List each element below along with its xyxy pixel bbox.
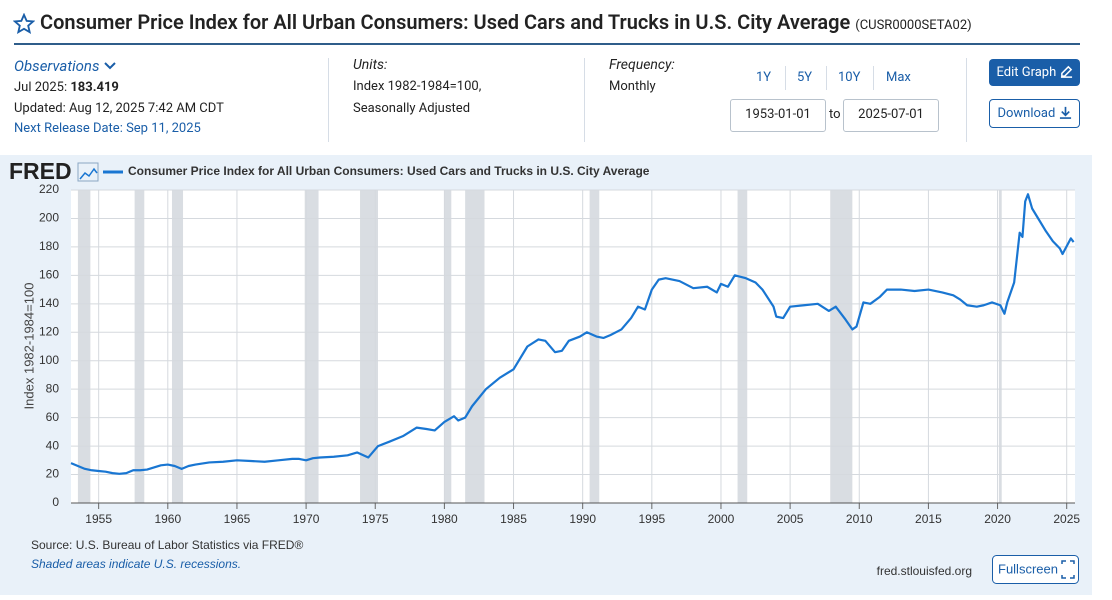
title-text: Consumer Price Index for All Urban Consu… — [40, 10, 851, 34]
units-line: Index 1982-1984=100, — [353, 79, 482, 94]
end-date-input[interactable]: 2025-07-01 — [843, 99, 939, 132]
separator — [584, 58, 585, 142]
recession-band — [444, 190, 452, 503]
fullscreen-button[interactable] — [992, 555, 1079, 584]
y-tick-label: 0 — [52, 495, 59, 509]
title: Consumer Price Index for All Urban Consu… — [40, 10, 972, 34]
obs-value: 183.419 — [70, 80, 119, 95]
separator — [826, 66, 827, 90]
y-tick-label: 80 — [46, 381, 60, 395]
y-tick-label: 40 — [46, 438, 60, 452]
source: Source: U.S. Bureau of Labor Statistics … — [31, 538, 303, 552]
recession-band — [830, 190, 853, 503]
x-tick-label: 1955 — [85, 512, 112, 526]
series-id: (CUSR0000SETA02) — [855, 18, 972, 33]
edit-graph-button[interactable]: Edit Graph — [989, 59, 1080, 86]
separator — [328, 58, 329, 142]
recession-band — [998, 190, 1002, 503]
frequency-label: Frequency: — [609, 57, 675, 73]
observations-toggle[interactable]: Observations — [14, 57, 117, 75]
series-line — [70, 193, 1075, 475]
legend-label: Consumer Price Index for All Urban Consu… — [128, 164, 650, 178]
range-button[interactable]: 10Y — [838, 70, 861, 85]
units-line: Seasonally Adjusted — [353, 101, 471, 116]
x-tick-label: 1960 — [154, 512, 181, 526]
download-label[interactable]: Download — [997, 106, 1056, 121]
latest-observation: Jul 2025: 183.419 — [14, 80, 119, 95]
favorite-star[interactable] — [13, 13, 35, 35]
chart: FRED Consumer Price Index for All Urban … — [0, 155, 1092, 595]
y-tick-label: 100 — [39, 353, 59, 367]
x-tick-label: 2000 — [708, 512, 735, 526]
x-tick-label: 2025 — [1053, 512, 1080, 526]
plot-area — [71, 190, 1075, 503]
x-tick-label: 1965 — [224, 512, 251, 526]
x-tick-label: 1975 — [362, 512, 389, 526]
x-tick-label: 2020 — [984, 512, 1011, 526]
y-tick-label: 200 — [39, 211, 59, 225]
y-tick-label: 120 — [39, 324, 59, 338]
recession-band — [465, 190, 485, 503]
separator — [873, 66, 874, 90]
recession-band — [304, 190, 319, 503]
x-tick-label: 1970 — [293, 512, 320, 526]
x-tick-label: 1990 — [569, 512, 596, 526]
y-tick-label: 220 — [39, 182, 59, 196]
x-tick-label: 1995 — [638, 512, 665, 526]
separator — [785, 66, 786, 90]
x-tick-label: 1985 — [500, 512, 527, 526]
y-axis-label: Index 1982-1984=100 — [21, 283, 36, 410]
fullscreen-icon[interactable] — [1061, 560, 1075, 579]
site: fred.stlouisfed.org — [877, 564, 972, 578]
y-tick-label: 140 — [39, 296, 59, 310]
x-tick-label: 2005 — [777, 512, 804, 526]
recession-note: Shaded areas indicate U.S. recessions. — [31, 557, 241, 571]
x-tick-label: 2010 — [846, 512, 873, 526]
next-release[interactable]: Next Release Date: Sep 11, 2025 — [14, 121, 201, 136]
updated: Updated: Aug 12, 2025 7:42 AM CDT — [14, 101, 224, 116]
y-tick-label: 180 — [39, 239, 59, 253]
obs-date: Jul 2025: — [14, 80, 68, 95]
x-tick-label: 2015 — [915, 512, 942, 526]
fullscreen-label[interactable]: Fullscreen — [998, 561, 1058, 576]
logo-icon — [79, 167, 98, 180]
logo-frame — [77, 162, 99, 182]
download-button[interactable]: Download — [989, 99, 1080, 128]
recession-band — [360, 190, 379, 503]
start-date-input[interactable]: 1953-01-01 — [730, 99, 826, 132]
range-button[interactable]: Max — [886, 70, 911, 85]
y-tick-label: 160 — [39, 268, 59, 282]
observations-label[interactable]: Observations — [14, 57, 100, 75]
range-button[interactable]: 5Y — [797, 70, 813, 85]
units-label: Units: — [353, 57, 388, 73]
y-tick-label: 20 — [46, 467, 60, 481]
range-button[interactable]: 1Y — [756, 70, 772, 85]
recession-band — [737, 190, 748, 503]
recession-band — [134, 190, 145, 503]
frequency-value: Monthly — [609, 79, 656, 94]
recession-band — [171, 190, 184, 503]
x-tick-label: 1980 — [431, 512, 458, 526]
rule — [14, 43, 1080, 45]
recession-band — [77, 190, 91, 503]
recession-band — [589, 190, 600, 503]
fred-logo: FRED — [9, 158, 72, 184]
edit-label[interactable]: Edit Graph — [996, 65, 1057, 80]
y-tick-label: 60 — [46, 410, 60, 424]
separator — [966, 58, 967, 142]
date-separator: to — [829, 107, 841, 122]
